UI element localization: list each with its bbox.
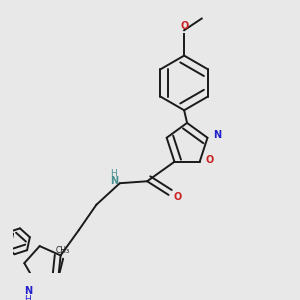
Text: H: H bbox=[111, 169, 117, 178]
Text: O: O bbox=[205, 155, 214, 165]
Text: H: H bbox=[25, 295, 32, 300]
Text: N: N bbox=[213, 130, 221, 140]
Text: O: O bbox=[173, 192, 181, 202]
Text: N: N bbox=[110, 176, 118, 186]
Text: N: N bbox=[24, 286, 32, 296]
Text: O: O bbox=[180, 21, 188, 31]
Text: CH₃: CH₃ bbox=[56, 246, 70, 255]
